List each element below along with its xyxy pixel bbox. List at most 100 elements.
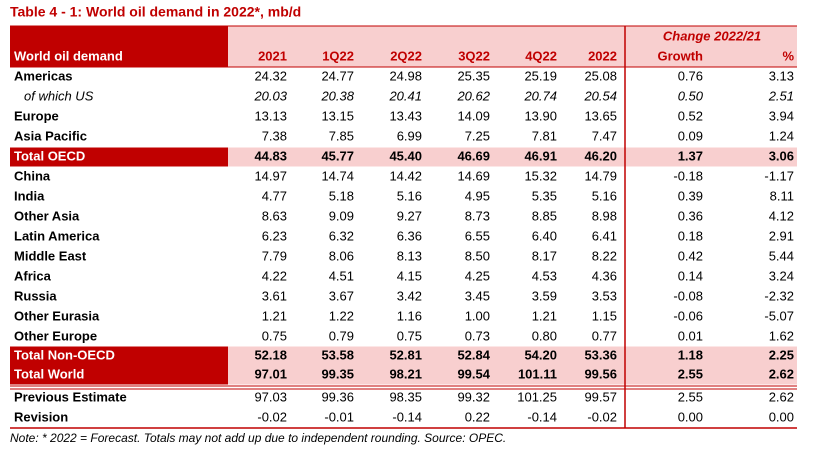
cell-value: 1.37 [678,148,703,163]
cell-value: 0.50 [678,88,704,103]
cell-value: 4.77 [262,188,287,203]
cell-value: 8.98 [592,208,617,223]
cell-value: 8.17 [532,248,557,263]
cell-value: 24.32 [254,68,287,83]
cell-value: 6.41 [592,228,617,243]
row-label: Africa [14,268,52,283]
cell-value: 0.18 [678,228,703,243]
cell-value: 6.40 [532,228,557,243]
cell-value: 20.41 [388,88,422,103]
cell-value: 4.15 [397,268,422,283]
cell-value: 20.74 [523,88,557,103]
cell-value: 4.25 [465,268,490,283]
cell-value: 4.51 [329,268,354,283]
cell-value: 0.52 [678,108,703,123]
row-label: Other Europe [14,328,97,343]
cell-value: 1.18 [678,347,703,362]
change-label: Change 2022/21 [663,28,761,43]
cell-value: -2.32 [764,288,794,303]
cell-value: 3.06 [769,148,794,163]
cell-value: 99.36 [321,389,354,404]
cell-value: 14.42 [389,168,422,183]
total-label-cell [10,365,228,385]
cell-value: 52.18 [254,347,287,362]
cell-value: 2.55 [678,389,703,404]
cell-value: 14.97 [254,168,287,183]
row-label: Americas [14,68,73,83]
cell-value: -0.06 [673,308,703,323]
cell-value: 4.53 [532,268,557,283]
table-note: Note: * 2022 = Forecast. Totals may not … [10,431,506,445]
cell-value: 13.65 [584,108,617,123]
cell-value: 0.00 [769,409,794,424]
cell-value: 13.90 [524,108,557,123]
cell-value: 101.25 [517,389,557,404]
cell-value: 53.58 [321,347,354,362]
cell-value: 14.74 [321,168,354,183]
total-label-cell [10,346,228,366]
cell-value: 8.50 [465,248,490,263]
cell-value: 53.36 [584,347,617,362]
cell-value: 20.03 [253,88,287,103]
header-cell [228,26,797,67]
cell-value: 0.73 [465,328,490,343]
cell-value: 25.08 [584,68,617,83]
cell-value: 101.11 [518,366,557,381]
cell-value: 46.20 [584,148,617,163]
cell-value: 0.36 [678,208,703,223]
row-label: India [14,188,45,203]
cell-value: 0.01 [678,328,703,343]
cell-value: -0.02 [587,409,617,424]
column-header: 4Q22 [525,48,557,63]
cell-value: 14.09 [457,108,490,123]
cell-value: 24.98 [389,68,422,83]
cell-value: 4.12 [769,208,794,223]
cell-value: 1.16 [397,308,422,323]
cell-value: 1.24 [769,128,794,143]
cell-value: 99.54 [457,366,490,381]
cell-value: -0.14 [527,409,557,424]
cell-value: 7.25 [465,128,490,143]
cell-value: 0.14 [678,268,703,283]
column-header: % [782,48,794,63]
cell-value: 3.53 [592,288,617,303]
cell-value: 5.44 [769,248,794,263]
cell-value: 8.22 [592,248,617,263]
row-label: Asia Pacific [14,128,87,143]
cell-value: 3.59 [532,288,557,303]
cell-value: 52.84 [457,347,490,362]
cell-value: 4.95 [465,188,490,203]
cell-value: 0.22 [465,409,490,424]
cell-value: 13.13 [254,108,287,123]
cell-value: 5.16 [592,188,617,203]
cell-value: 2.91 [769,228,794,243]
column-header: World oil demand [14,48,123,63]
cell-value: 3.67 [329,288,354,303]
cell-value: 99.57 [584,389,617,404]
cell-value: 1.15 [592,308,617,323]
cell-value: 8.13 [397,248,422,263]
cell-value: 2.55 [678,366,703,381]
cell-value: 3.24 [769,268,794,283]
cell-value: 1.21 [532,308,557,323]
cell-value: -0.18 [673,168,703,183]
cell-value: 14.79 [584,168,617,183]
cell-value: -0.08 [673,288,703,303]
cell-value: 99.35 [321,366,354,381]
cell-value: 7.47 [592,128,617,143]
cell-value: 7.38 [262,128,287,143]
row-label: Previous Estimate [14,389,127,404]
cell-value: 54.20 [524,347,557,362]
cell-value: 8.63 [262,208,287,223]
cell-value: 0.09 [678,128,703,143]
cell-value: -5.07 [764,308,794,323]
cell-value: 5.18 [329,188,354,203]
cell-value: 0.39 [678,188,703,203]
cell-value: 8.06 [329,248,354,263]
cell-value: 1.22 [329,308,354,323]
cell-value: 44.83 [254,148,287,163]
row-label: Other Eurasia [14,308,100,323]
column-header: 2Q22 [390,48,422,63]
